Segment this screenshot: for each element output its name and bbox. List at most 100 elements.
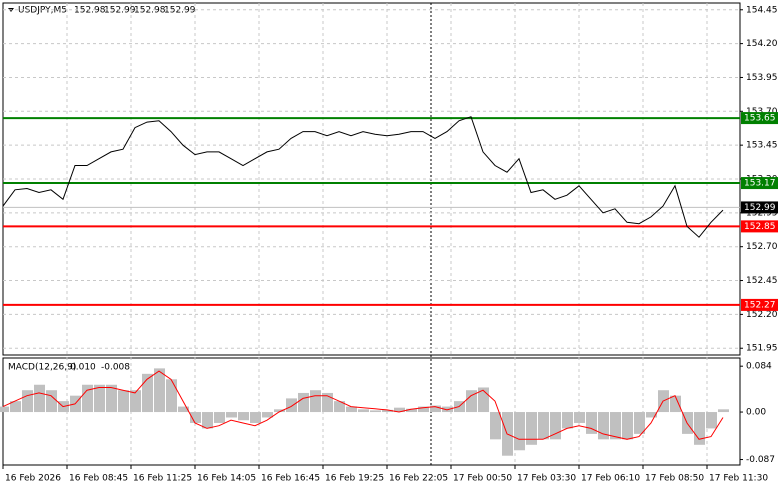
x-tick-label: 16 Feb 11:25 <box>133 474 192 484</box>
histogram-bar <box>394 407 405 413</box>
histogram-bar <box>274 409 285 413</box>
y-tick-label: -0.087 <box>746 455 775 465</box>
last-price-label: 152.99 <box>744 203 776 213</box>
y-tick-label: 152.20 <box>746 310 778 320</box>
histogram-bar <box>250 412 261 423</box>
y-tick-label: 154.45 <box>746 5 778 15</box>
ohlc-value: 152.98 <box>74 6 106 16</box>
histogram-bar <box>214 412 225 423</box>
histogram-bar <box>550 412 561 440</box>
ohlc-value: 152.98 <box>134 6 166 16</box>
histogram-bar <box>598 412 609 440</box>
histogram-bar <box>0 406 9 413</box>
y-tick-label: 152.70 <box>746 242 778 252</box>
ohlc-value: 152.99 <box>164 6 196 16</box>
y-tick-label: 151.95 <box>746 344 778 354</box>
last-price-box <box>741 201 778 214</box>
histogram-bar <box>538 412 549 440</box>
histogram-bar <box>346 406 357 413</box>
histogram-bar <box>106 384 117 413</box>
histogram-bar <box>34 384 45 413</box>
macd-title: MACD(12,26,9) <box>8 363 76 373</box>
histogram-bar <box>10 401 21 413</box>
histogram-bar <box>82 384 93 413</box>
level-label: 152.27 <box>744 300 776 310</box>
level-label-box <box>741 298 778 311</box>
y-tick-label: 0.084 <box>746 362 772 372</box>
histogram-bar <box>634 412 645 434</box>
histogram-bar <box>622 412 633 440</box>
histogram-bar <box>694 412 705 445</box>
y-tick-label: 153.70 <box>746 107 778 117</box>
histogram-bar <box>586 412 597 434</box>
histogram-bar <box>526 412 537 445</box>
histogram-bar <box>298 392 309 413</box>
level-label-box <box>741 112 778 125</box>
histogram-bar <box>286 398 297 413</box>
histogram-bar <box>718 409 729 413</box>
histogram-bar <box>334 401 345 413</box>
level-label: 152.85 <box>744 222 776 232</box>
histogram-bar <box>382 409 393 413</box>
histogram-bar <box>358 409 369 413</box>
histogram-bar <box>478 387 489 413</box>
x-tick-label: 17 Feb 06:10 <box>581 474 640 484</box>
histogram-bar <box>574 412 585 423</box>
ohlc-value: 152.99 <box>104 6 136 16</box>
signal-line <box>2 370 724 440</box>
histogram-bar <box>430 405 441 413</box>
histogram-bar <box>118 390 129 413</box>
histogram-bar <box>514 412 525 451</box>
histogram-bar <box>22 390 33 413</box>
histogram-bar <box>154 368 165 413</box>
x-tick-label: 17 Feb 03:30 <box>517 474 576 484</box>
x-tick-label: 16 Feb 08:45 <box>69 474 128 484</box>
x-tick-label: 17 Feb 11:30 <box>709 474 768 484</box>
plot-layer: 154.45154.20153.95153.70153.45153.20152.… <box>0 3 778 484</box>
x-tick-label: 16 Feb 22:05 <box>389 474 448 484</box>
histogram-bar <box>370 410 381 413</box>
histogram-bar <box>670 395 681 413</box>
y-tick-label: 0.00 <box>746 408 766 418</box>
y-tick-label: 153.45 <box>746 141 778 151</box>
macd-readout: 0.010 <box>70 363 96 373</box>
histogram-bar <box>262 412 273 418</box>
level-label: 153.17 <box>744 179 776 189</box>
y-tick-label: 153.95 <box>746 73 778 83</box>
histogram-bar <box>202 412 213 429</box>
symbol: USDJPY,M5 <box>18 6 67 16</box>
histogram-bar <box>310 390 321 413</box>
x-tick-label: 16 Feb 16:45 <box>261 474 320 484</box>
y-tick-label: 154.20 <box>746 39 778 49</box>
histogram-bar <box>226 412 237 418</box>
histogram-bar <box>610 412 621 440</box>
histogram-bar <box>46 390 57 413</box>
x-tick-label: 17 Feb 00:50 <box>453 474 512 484</box>
x-tick-label: 16 Feb 2026 <box>5 474 61 484</box>
y-tick-label: 152.45 <box>746 276 778 286</box>
level-label-box <box>741 177 778 190</box>
histogram-bar <box>166 379 177 413</box>
x-tick-label: 17 Feb 08:50 <box>645 474 704 484</box>
histogram-bar <box>406 408 417 413</box>
histogram-bar <box>130 390 141 413</box>
histogram-bar <box>190 412 201 423</box>
histogram-bar <box>94 384 105 413</box>
histogram-bar <box>418 406 429 413</box>
histogram-bar <box>238 412 249 421</box>
histogram-bar <box>178 406 189 413</box>
histogram-bar <box>490 412 501 440</box>
histogram-bar <box>646 412 657 418</box>
level-label: 153.65 <box>744 114 776 124</box>
level-label-box <box>741 220 778 233</box>
macd-readout: -0.008 <box>101 363 130 373</box>
histogram-bar <box>466 390 477 413</box>
histogram-bar <box>706 412 717 429</box>
histogram-bar <box>142 373 153 413</box>
x-tick-label: 16 Feb 14:05 <box>197 474 256 484</box>
histogram-bar <box>322 392 333 413</box>
histogram-bar <box>562 412 573 429</box>
